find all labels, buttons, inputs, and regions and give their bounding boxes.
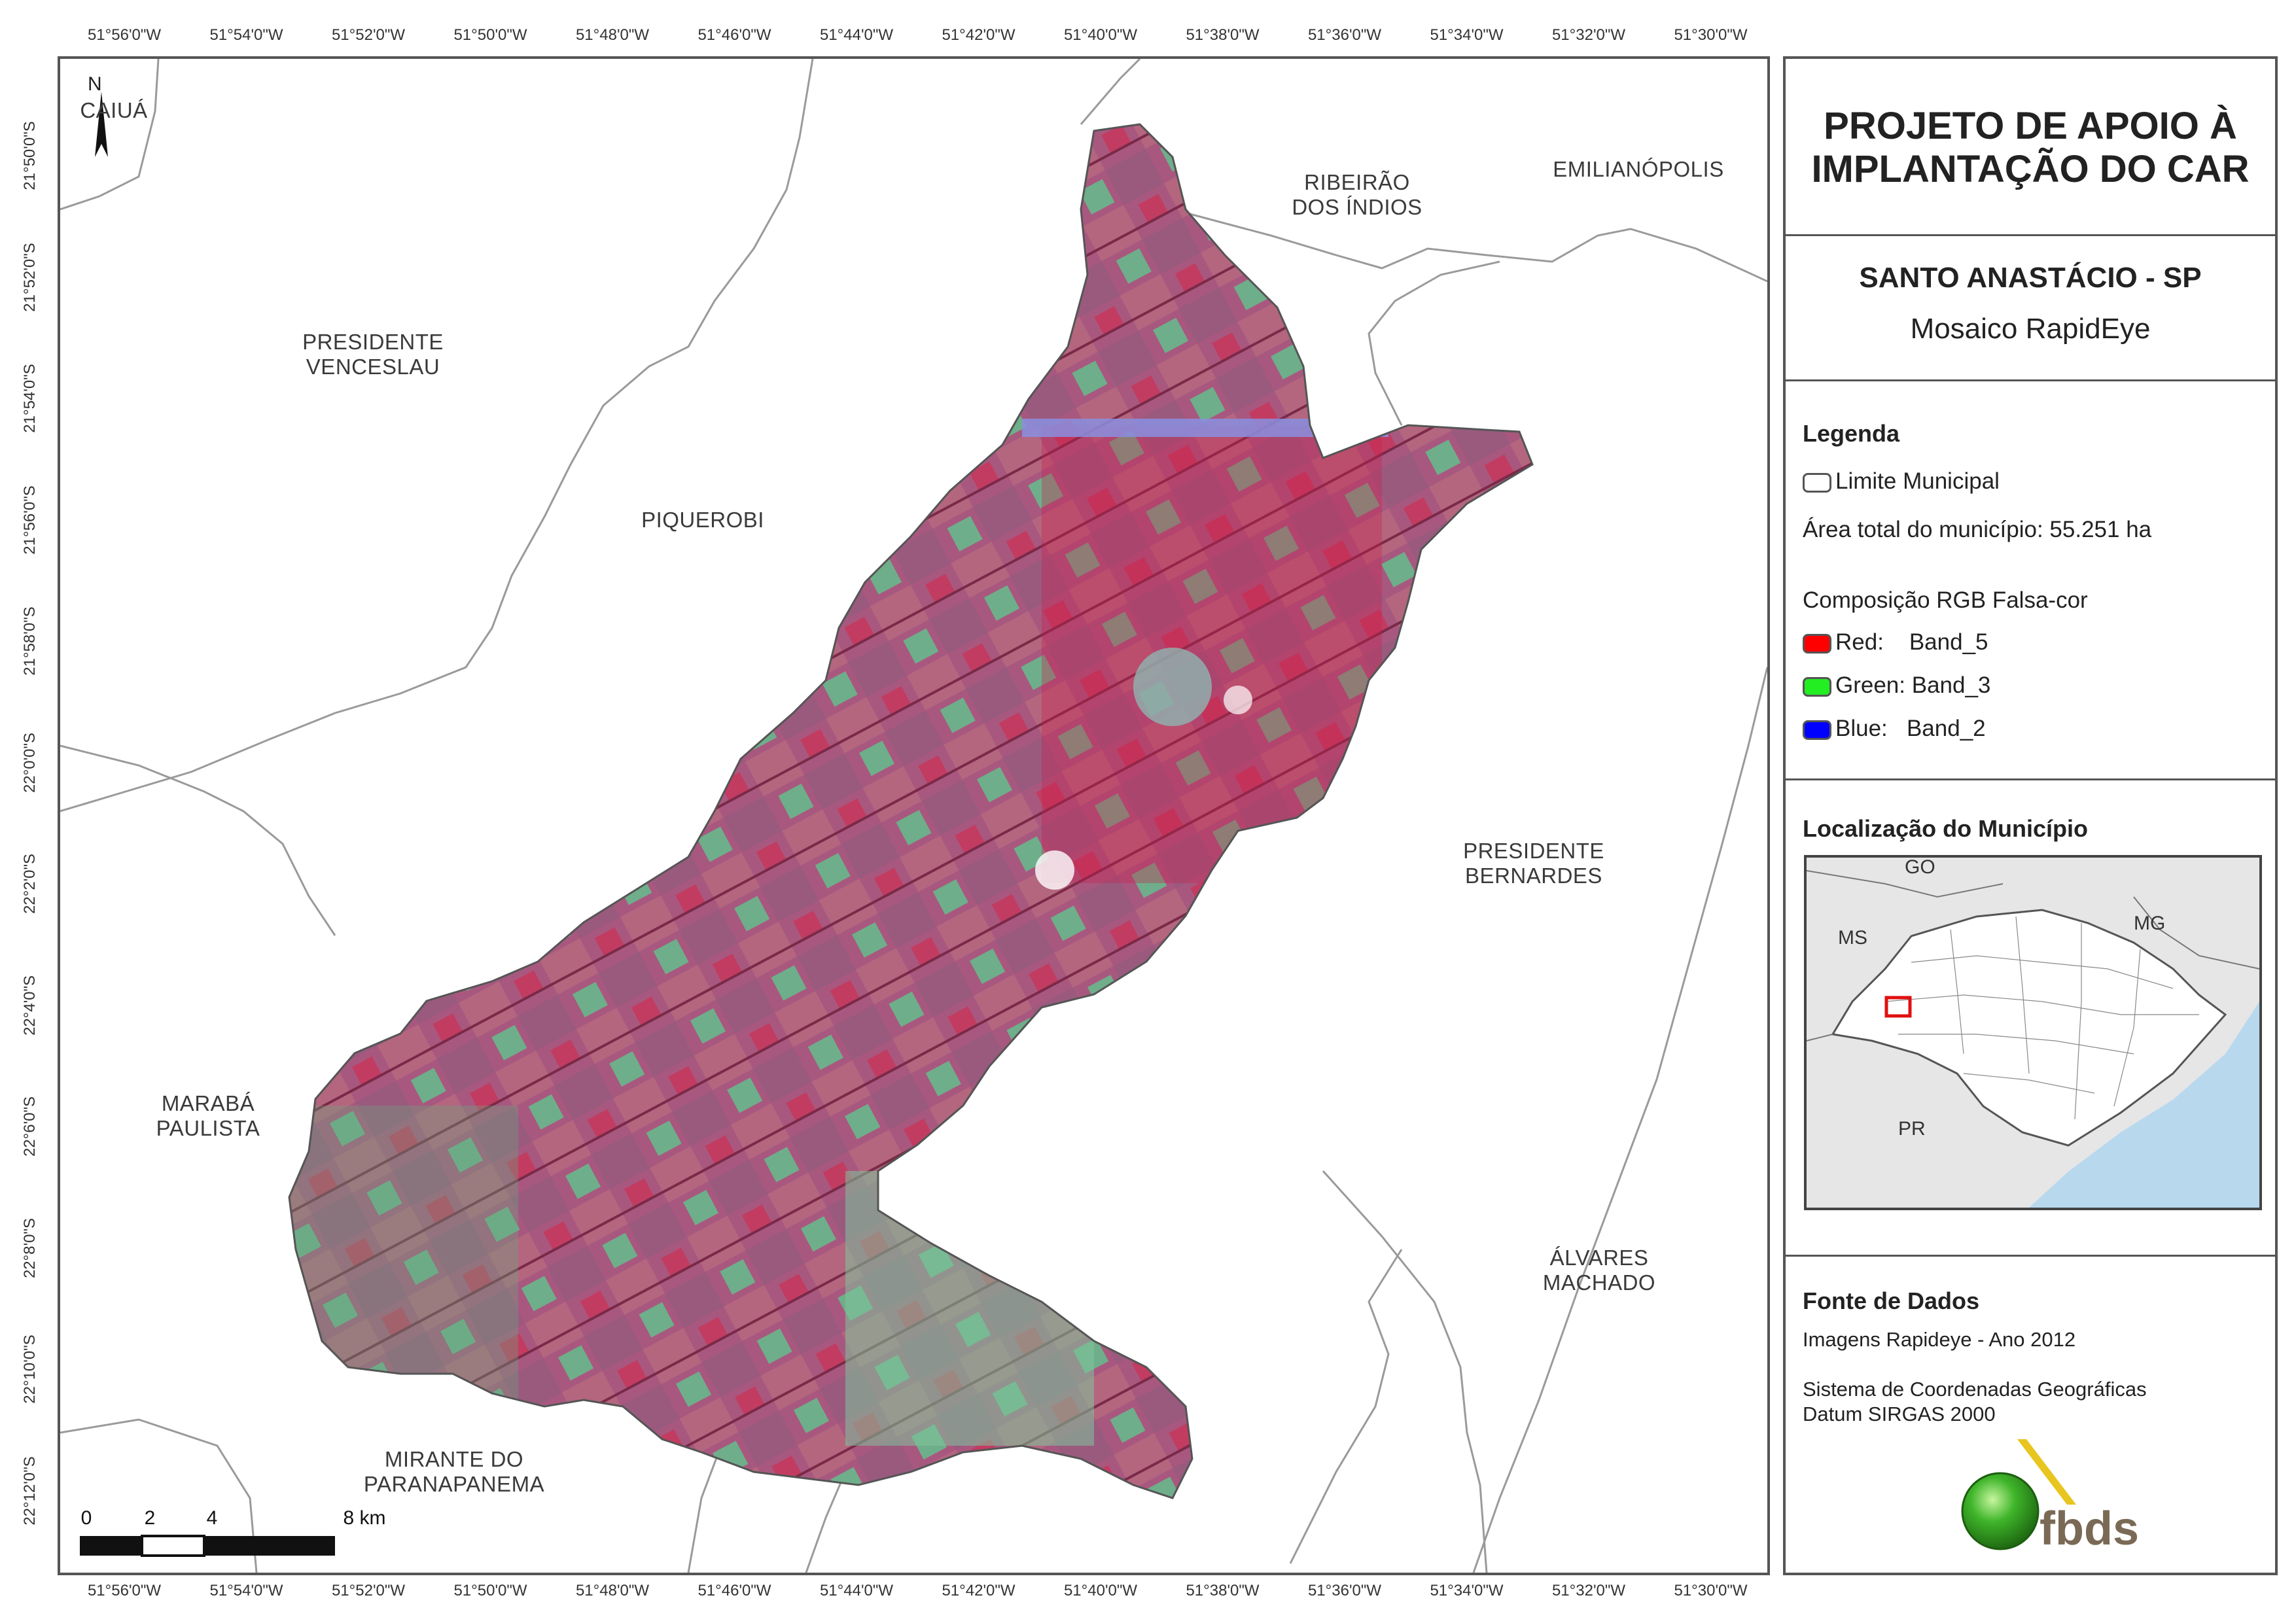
state-pr: PR <box>1898 1118 1926 1140</box>
divider <box>1786 1255 2275 1257</box>
longitude-label-top: 51°48'0"W <box>575 26 650 44</box>
place-piquerobi: PIQUEROBI <box>641 508 764 532</box>
longitude-label-bottom: 51°50'0"W <box>453 1582 527 1599</box>
state-ms: MS <box>1838 927 1867 949</box>
longitude-label-top: 51°30'0"W <box>1674 26 1748 44</box>
place-mirante-do-paranapanema: MIRANTE DO PARANAPANEMA <box>363 1447 545 1496</box>
longitude-label-top: 51°46'0"W <box>698 26 771 44</box>
latitude-label: 22°8'0"S <box>21 1217 39 1278</box>
divider <box>1786 379 2275 381</box>
latitude-label: 22°12'0"S <box>21 1456 39 1526</box>
state-mg: MG <box>2134 913 2166 934</box>
longitude-label-top: 51°38'0"W <box>1186 26 1260 44</box>
longitude-label-top: 51°32'0"W <box>1551 26 1626 44</box>
longitude-label-top: 51°50'0"W <box>453 26 527 44</box>
place-presidente-bernardes: PRESIDENTE BERNARDES <box>1463 839 1604 888</box>
latitude-label: 21°50'0"S <box>21 121 39 190</box>
longitude-label-top: 51°42'0"W <box>942 26 1016 44</box>
north-label: N <box>88 73 102 95</box>
place-caiua: CAIUÁ <box>80 98 148 122</box>
longitude-label-top: 51°56'0"W <box>87 26 162 44</box>
longitude-label-top: 51°54'0"W <box>209 26 283 44</box>
place-maraba-paulista: MARABÁ PAULISTA <box>156 1091 260 1140</box>
mosaic-label: Mosaico RapidEye <box>1910 313 2151 345</box>
source-images: Imagens Rapideye - Ano 2012 <box>1803 1328 2076 1351</box>
municipality-image <box>289 124 1532 1498</box>
location-marker <box>1884 996 1912 1018</box>
longitude-label-bottom: 51°40'0"W <box>1063 1582 1138 1599</box>
longitude-label-bottom: 51°54'0"W <box>209 1582 283 1599</box>
municipality-name: SANTO ANASTÁCIO - SP <box>1859 262 2202 294</box>
longitude-label-top: 51°36'0"W <box>1307 26 1382 44</box>
longitude-label-bottom: 51°46'0"W <box>698 1582 771 1599</box>
legend-area: Área total do município: 55.251 ha <box>1803 517 2152 542</box>
location-heading: Localização do Município <box>1803 815 2089 842</box>
latitude-label: 21°58'0"S <box>21 606 39 676</box>
longitude-label-top: 51°52'0"W <box>331 26 406 44</box>
location-inset-map: GO MS MG PR <box>1804 855 2262 1210</box>
source-coordinates: Sistema de Coordenadas Geográficas <box>1803 1378 2147 1401</box>
legend-heading: Legenda <box>1803 420 1900 447</box>
latitude-label: 22°10'0"S <box>21 1335 39 1404</box>
longitude-label-bottom: 51°34'0"W <box>1430 1582 1504 1599</box>
project-title: PROJETO DE APOIO À IMPLANTAÇÃO DO CAR <box>1811 105 2250 190</box>
scale-label-4: 4 <box>206 1507 218 1529</box>
longitude-label-bottom: 51°42'0"W <box>942 1582 1016 1599</box>
longitude-label-top: 51°44'0"W <box>819 26 894 44</box>
longitude-label-bottom: 51°56'0"W <box>87 1582 162 1599</box>
latitude-label: 21°56'0"S <box>21 485 39 555</box>
longitude-label-bottom: 51°52'0"W <box>331 1582 406 1599</box>
blue-swatch-icon <box>1803 720 1831 740</box>
boundary-swatch-icon <box>1803 472 1831 493</box>
source-datum: Datum SIRGAS 2000 <box>1803 1403 1996 1425</box>
latitude-label: 22°0'0"S <box>21 732 39 793</box>
place-emilianopolis: EMILIANÓPOLIS <box>1553 157 1724 181</box>
inset-canvas <box>1807 858 2259 1208</box>
fbds-logo: fbds <box>1945 1439 2155 1563</box>
longitude-label-bottom: 51°48'0"W <box>575 1582 650 1599</box>
state-go: GO <box>1905 856 1935 878</box>
source-heading: Fonte de Dados <box>1803 1287 1980 1314</box>
legend-boundary: Limite Municipal <box>1803 468 2000 495</box>
north-arrow-icon <box>95 92 108 157</box>
scale-label-2: 2 <box>144 1507 156 1529</box>
longitude-label-bottom: 51°32'0"W <box>1551 1582 1626 1599</box>
place-ribeirao-dos-indios: RIBEIRÃO DOS ÍNDIOS <box>1292 170 1422 219</box>
legend-band-blue: Blue: Band_2 <box>1803 716 1986 742</box>
divider <box>1786 778 2275 780</box>
legend-composition: Composição RGB Falsa-cor <box>1803 587 2088 613</box>
longitude-label-top: 51°40'0"W <box>1063 26 1138 44</box>
longitude-label-bottom: 51°36'0"W <box>1307 1582 1382 1599</box>
longitude-label-bottom: 51°44'0"W <box>819 1582 894 1599</box>
longitude-label-bottom: 51°38'0"W <box>1186 1582 1260 1599</box>
latitude-label: 22°4'0"S <box>21 975 39 1036</box>
map-frame: N CAIUÁ PRESIDENTE VENCESLAU PIQUEROBI RI… <box>58 56 1770 1575</box>
place-alvares-machado: ÁLVARES MACHADO <box>1542 1246 1656 1295</box>
neighbor-boundaries <box>60 59 1767 1573</box>
latitude-label: 21°52'0"S <box>21 242 39 312</box>
latitude-label: 21°54'0"S <box>21 364 39 433</box>
divider <box>1786 234 2275 236</box>
scale-bar <box>80 1535 335 1557</box>
longitude-label-bottom: 51°30'0"W <box>1674 1582 1748 1599</box>
latitude-label: 22°6'0"S <box>21 1096 39 1157</box>
place-presidente-venceslau: PRESIDENTE VENCESLAU <box>302 330 444 379</box>
green-swatch-icon <box>1803 676 1831 697</box>
red-swatch-icon <box>1803 633 1831 654</box>
latitude-label: 22°2'0"S <box>21 853 39 915</box>
legend-band-red: Red: Band_5 <box>1803 629 1988 655</box>
scale-label-0: 0 <box>80 1507 92 1529</box>
scale-label-8km: 8 km <box>343 1507 386 1529</box>
legend-band-green: Green: Band_3 <box>1803 672 1990 699</box>
fbds-logo-text: fbds <box>2040 1503 2139 1555</box>
map-canvas <box>60 59 1767 1573</box>
longitude-label-top: 51°34'0"W <box>1430 26 1504 44</box>
sidebar: PROJETO DE APOIO À IMPLANTAÇÃO DO CAR SA… <box>1783 56 2278 1575</box>
